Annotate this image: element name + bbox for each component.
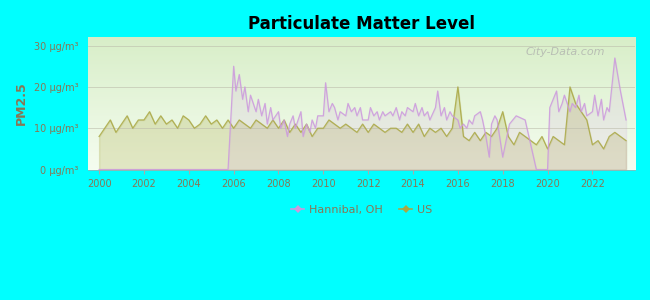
Y-axis label: PM2.5: PM2.5 bbox=[15, 82, 28, 125]
Legend: Hannibal, OH, US: Hannibal, OH, US bbox=[287, 201, 437, 220]
Text: City-Data.com: City-Data.com bbox=[526, 46, 605, 57]
Title: Particulate Matter Level: Particulate Matter Level bbox=[248, 15, 475, 33]
